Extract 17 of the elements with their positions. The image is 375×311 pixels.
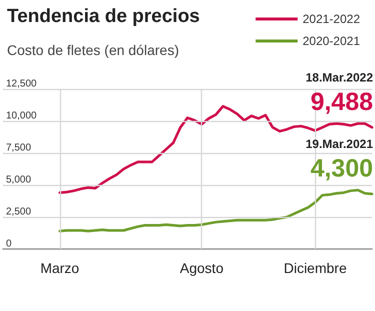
y-tick-label: 7,500	[6, 142, 32, 154]
annotation: 9,488	[310, 88, 374, 116]
text: 18.Mar.2022	[306, 70, 374, 84]
chart-title: Tendencia de precios	[7, 6, 200, 27]
chart-subtitle: Costo de fletes (en dólares)	[7, 42, 179, 58]
y-tick-label: 2,500	[6, 206, 32, 218]
x-tick-label: Diciembre	[284, 260, 347, 276]
y-tick-label: 12,500	[6, 78, 38, 90]
legend-label: 2020-2021	[302, 34, 360, 48]
legend-label: 2021-2022	[302, 12, 360, 26]
annotation: 4,300	[310, 154, 373, 182]
y-tick-label: 5,000	[6, 174, 32, 186]
y-tick-label: 0	[6, 238, 12, 250]
y-tick-label: 10,000	[6, 110, 38, 122]
annotation: 19.Mar.2021	[306, 136, 374, 151]
x-tick-label: Agosto	[180, 260, 224, 276]
x-tick-label: Marzo	[40, 260, 80, 276]
